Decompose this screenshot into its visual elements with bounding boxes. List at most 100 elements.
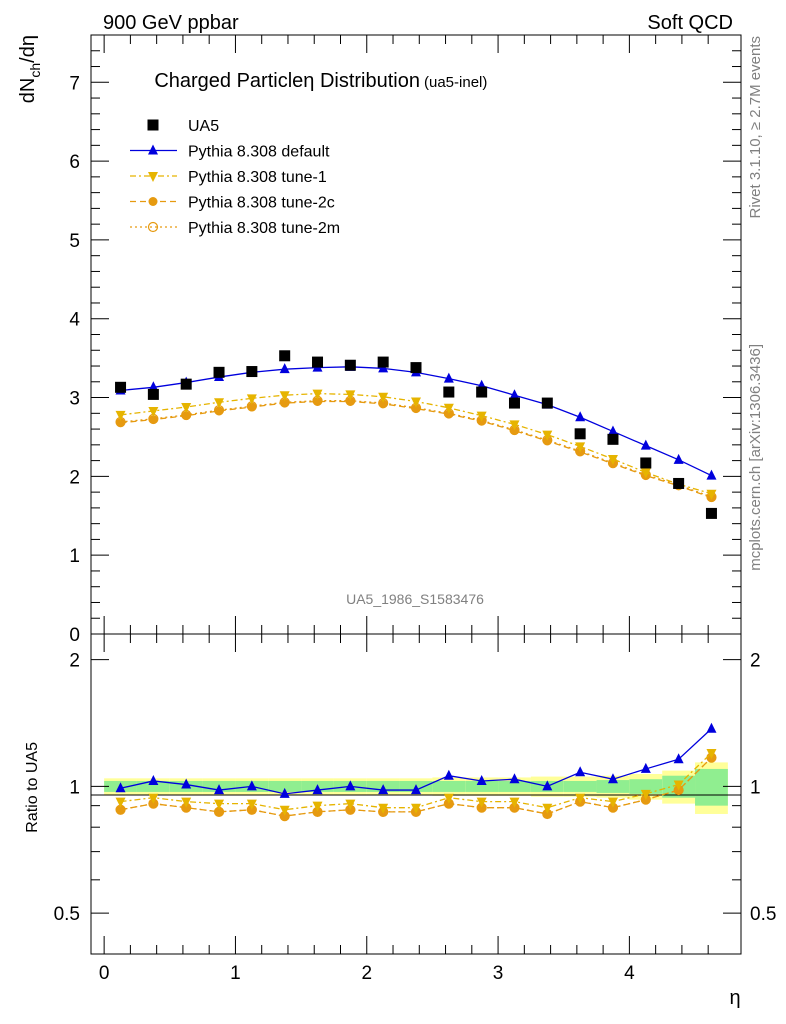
data-point-tune1 [575, 442, 586, 453]
data-point-default [640, 439, 651, 450]
data-point-data [443, 386, 455, 398]
ratio-point-tune1 [706, 749, 717, 760]
data-point-data [213, 366, 225, 378]
band-inner-bin [596, 780, 630, 793]
data-point-default [443, 372, 454, 383]
ratio-series-group [115, 722, 717, 822]
legend: UA5 Pythia 8.308 default Pythia 8.308 tune… [130, 118, 340, 237]
ratio-point-tune1 [509, 797, 520, 808]
ratio-point-tune2c [280, 811, 290, 821]
band-inner-bin [563, 780, 597, 792]
ratio-point-default [312, 784, 323, 795]
data-point-data [541, 397, 553, 409]
data-point-data [673, 477, 685, 489]
ratio-point-tune2c [116, 805, 126, 815]
data-point-tune1 [181, 403, 192, 414]
ratio-y-axis: 0.5 0.5 1 1 2 2 [54, 651, 776, 955]
data-point-data [508, 397, 520, 409]
ratio-y-tick-label: 0.5 [54, 904, 80, 925]
main-panel: Charged Particleη Distribution (ua5-inel… [17, 34, 742, 646]
data-point-tune2c [280, 398, 290, 408]
data-point-data [246, 366, 258, 378]
data-point-tune1 [345, 390, 356, 401]
legend-marker-tune1 [148, 172, 158, 182]
main-y-tick-label: 0 [69, 625, 80, 646]
ratio-point-tune1 [279, 805, 290, 816]
ratio-point-tune2c [345, 805, 355, 815]
data-point-default [279, 363, 290, 374]
ratio-point-default [706, 722, 717, 733]
data-point-data [640, 457, 652, 469]
data-point-default [706, 469, 717, 480]
ratio-point-default [214, 784, 225, 795]
ratio-point-tune2c [181, 803, 191, 813]
ratio-point-default [345, 780, 356, 791]
data-point-data [312, 356, 324, 368]
ratio-y-tick-label: 2 [69, 651, 80, 672]
ratio-point-tune1 [575, 793, 586, 804]
data-point-data [574, 428, 586, 440]
data-point-tune2c [181, 411, 191, 421]
ratio-point-tune1 [607, 797, 618, 808]
data-point-tune1 [312, 389, 323, 400]
data-point-tune2c [148, 415, 158, 425]
ratio-point-default [378, 784, 389, 795]
data-point-data [410, 362, 422, 374]
ratio-point-default [148, 774, 159, 785]
data-point-data [344, 359, 356, 371]
data-point-tune1 [607, 455, 618, 466]
band-inner-bin [629, 779, 663, 794]
data-point-default [509, 389, 520, 400]
ratio-point-tune1 [214, 799, 225, 810]
ratio-point-tune1 [246, 799, 257, 810]
data-point-tune1 [378, 392, 389, 403]
band-inner-bin [268, 780, 302, 792]
legend-marker-default [148, 144, 158, 155]
chart-title-note: (ua5-inel) [424, 74, 487, 91]
ratio-point-tune1 [542, 803, 553, 814]
data-point-data [705, 507, 717, 519]
ratio-y-tick-label-right: 2 [750, 651, 761, 672]
ratio-point-default [542, 780, 553, 791]
band-inner-bin [465, 780, 499, 792]
ratio-point-tune1 [476, 797, 487, 808]
legend-label-data: UA5 [188, 118, 219, 135]
data-point-tune2c [542, 436, 552, 446]
ratio-point-tune2c [608, 803, 618, 813]
main-y-tick-label: 2 [69, 467, 80, 488]
data-point-data [476, 386, 488, 398]
data-point-tune1 [246, 394, 257, 405]
data-point-tune1 [476, 411, 487, 422]
main-y-tick-label: 7 [69, 73, 80, 94]
data-point-data [279, 350, 291, 362]
ratio-point-tune1 [181, 797, 192, 808]
ratio-point-default [279, 787, 290, 798]
ratio-panel-frame [90, 633, 742, 955]
ratio-x-axis: 0 1 2 3 4 [99, 634, 709, 984]
data-point-tune1 [279, 391, 290, 402]
ratio-point-default [443, 769, 454, 780]
x-tick-label: 3 [493, 963, 504, 984]
data-point-tune2c [313, 396, 323, 406]
data-point-tune2c [345, 396, 355, 406]
ratio-point-tune2c [214, 807, 224, 817]
ratio-panel: 0.5 0.5 1 1 2 2 0 1 2 3 4 Ratio to UA5 η [24, 633, 776, 1009]
ratio-point-tune2c [313, 807, 323, 817]
ratio-point-default [476, 774, 487, 785]
x-tick-label: 1 [230, 963, 241, 984]
data-point-tune1 [509, 420, 520, 431]
data-point-tune2c [247, 402, 257, 412]
data-point-tune2c [116, 418, 126, 428]
ratio-point-tune1 [378, 803, 389, 814]
ratio-point-default [575, 766, 586, 777]
data-point-tune2c [378, 399, 388, 409]
ratio-y-tick-label-right: 0.5 [750, 904, 776, 925]
rivet-version-text: Rivet 3.1.10, ≥ 2.7M events [747, 36, 764, 219]
ratio-point-tune1 [148, 793, 159, 804]
band-inner-bin [695, 768, 728, 806]
legend-label-tune2m: Pythia 8.308 tune-2m [188, 220, 340, 237]
header-right: Soft QCD [647, 12, 733, 34]
x-tick-label: 2 [361, 963, 372, 984]
ratio-y-tick-label-right: 1 [750, 777, 761, 798]
